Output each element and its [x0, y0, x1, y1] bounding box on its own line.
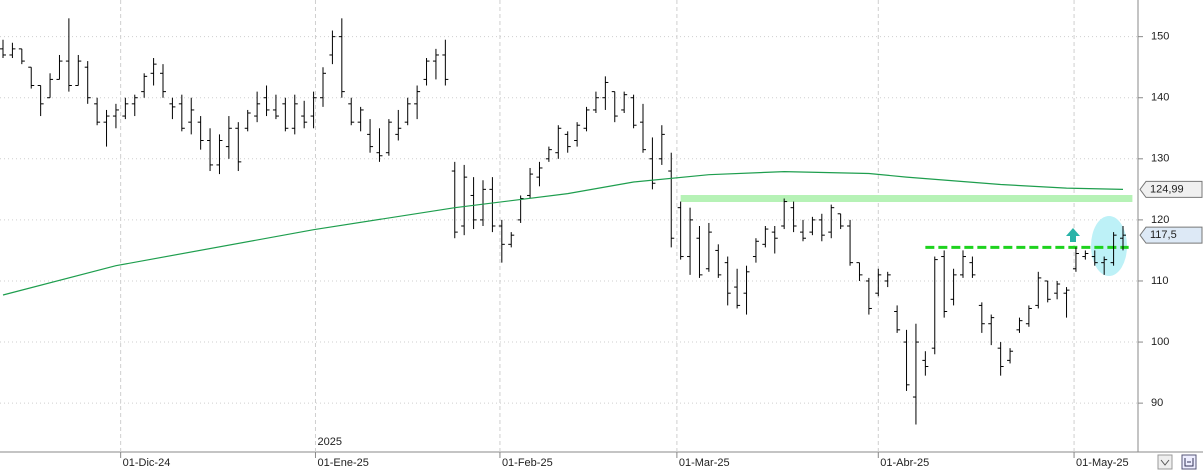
up-arrow: [1066, 228, 1080, 242]
x-tick-label: 01-Ene-25: [317, 457, 368, 469]
axis-labels: 90 100 110 120 130 140 150 01-Dic-24 01-Ene-25 01…: [120, 31, 1203, 469]
scroll-icon[interactable]: [1157, 454, 1173, 470]
y-tick-label: 130: [1151, 153, 1169, 165]
x-tick-label: 01-Feb-25: [502, 457, 553, 469]
y-tick-label: 100: [1151, 336, 1169, 348]
y-tick-label: 140: [1151, 92, 1169, 104]
plot: [0, 18, 1133, 425]
y-tick-label: 120: [1151, 214, 1169, 226]
price-label: 117,5: [1150, 229, 1177, 241]
y-tick-label: 150: [1151, 31, 1169, 43]
year-label: 2025: [317, 436, 341, 448]
x-tick-label: 01-Dic-24: [123, 457, 171, 469]
price-label: 124,99: [1150, 183, 1184, 195]
grid: [0, 0, 1138, 452]
price-label-box: [1139, 226, 1203, 244]
x-tick-label: 01-May-25: [1076, 457, 1129, 469]
save-icon-glyph: [1184, 458, 1194, 467]
x-tick-label: 01-Mar-25: [679, 457, 730, 469]
y-tick-label: 110: [1151, 275, 1169, 287]
y-tick-label: 90: [1151, 397, 1163, 409]
moving-average: [2, 170, 1124, 296]
price-label-box: [1139, 180, 1203, 198]
scroll-icon-glyph: [1160, 459, 1170, 466]
x-tick-label: 01-Abr-25: [880, 457, 929, 469]
